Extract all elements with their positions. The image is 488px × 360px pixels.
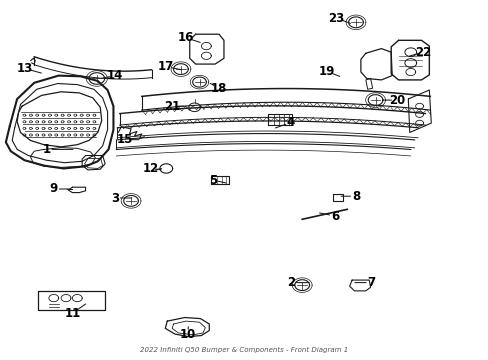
Text: 6: 6 xyxy=(330,210,338,222)
Text: 21: 21 xyxy=(163,100,180,113)
Text: 16: 16 xyxy=(177,31,194,44)
Text: 12: 12 xyxy=(142,162,159,175)
Text: 11: 11 xyxy=(64,307,81,320)
Text: 7: 7 xyxy=(367,276,375,289)
Text: 20: 20 xyxy=(388,94,405,107)
Text: 8: 8 xyxy=(351,190,359,203)
Text: 14: 14 xyxy=(106,69,123,82)
Text: 19: 19 xyxy=(318,65,334,78)
Text: 2022 Infiniti Q50 Bumper & Components - Front Diagram 1: 2022 Infiniti Q50 Bumper & Components - … xyxy=(140,347,348,353)
Text: 23: 23 xyxy=(327,12,344,24)
Text: 15: 15 xyxy=(116,133,133,146)
Text: 10: 10 xyxy=(180,328,196,341)
Text: 13: 13 xyxy=(16,62,33,75)
Text: 4: 4 xyxy=(286,116,294,129)
Text: 9: 9 xyxy=(50,183,58,195)
Text: 17: 17 xyxy=(158,60,174,73)
Text: 18: 18 xyxy=(210,82,227,95)
Text: 2: 2 xyxy=(286,276,294,289)
Text: 5: 5 xyxy=(208,174,216,186)
Text: 3: 3 xyxy=(111,192,119,204)
Text: 1: 1 xyxy=(42,143,50,156)
Text: 22: 22 xyxy=(414,46,430,59)
